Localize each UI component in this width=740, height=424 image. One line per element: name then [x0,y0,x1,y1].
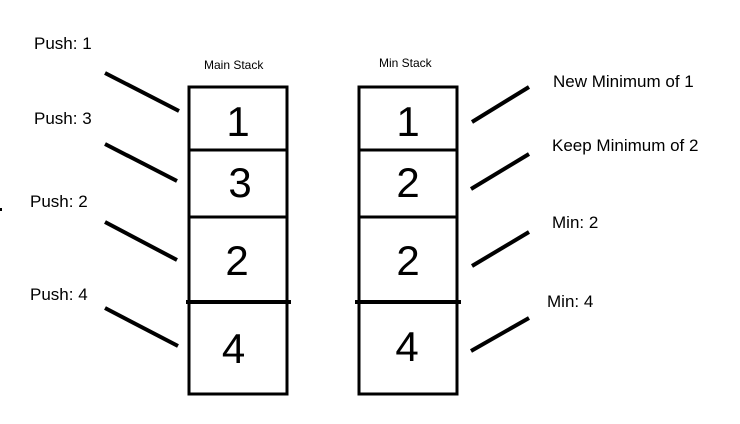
push-label: Push: 4 [30,285,88,304]
min-connector [470,230,531,268]
main-stack-box [187,85,289,396]
min-stack-value: 1 [396,98,420,145]
min-note: Min: 2 [552,213,599,232]
main-stack-value: 4 [221,325,246,372]
min-stack-title: Min Stack [379,56,432,70]
push-connector [104,142,178,183]
min-note: New Minimum of 1 [553,72,694,91]
min-connector [470,85,531,124]
min-stack-value: 2 [396,237,420,284]
push-connector [104,71,180,113]
min-stack-value: 2 [396,159,420,206]
min-stack-value: 4 [395,323,419,370]
main-stack-value: 1 [226,98,250,145]
min-stack-box [357,85,459,396]
main-stack-value: 2 [225,237,249,284]
min-connector [469,152,531,191]
min-note: Min: 4 [547,292,594,311]
min-connector [470,316,530,353]
main-stack-value: 3 [228,159,252,206]
push-label: Push: 1 [34,34,92,53]
min-note: Keep Minimum of 2 [552,136,699,155]
push-label: Push: 3 [34,109,92,128]
stray-mark [0,208,2,211]
main-stack-title: Main Stack [204,58,264,72]
push-label: Push: 2 [30,192,88,211]
push-connector [104,306,179,348]
push-connector [104,220,178,262]
